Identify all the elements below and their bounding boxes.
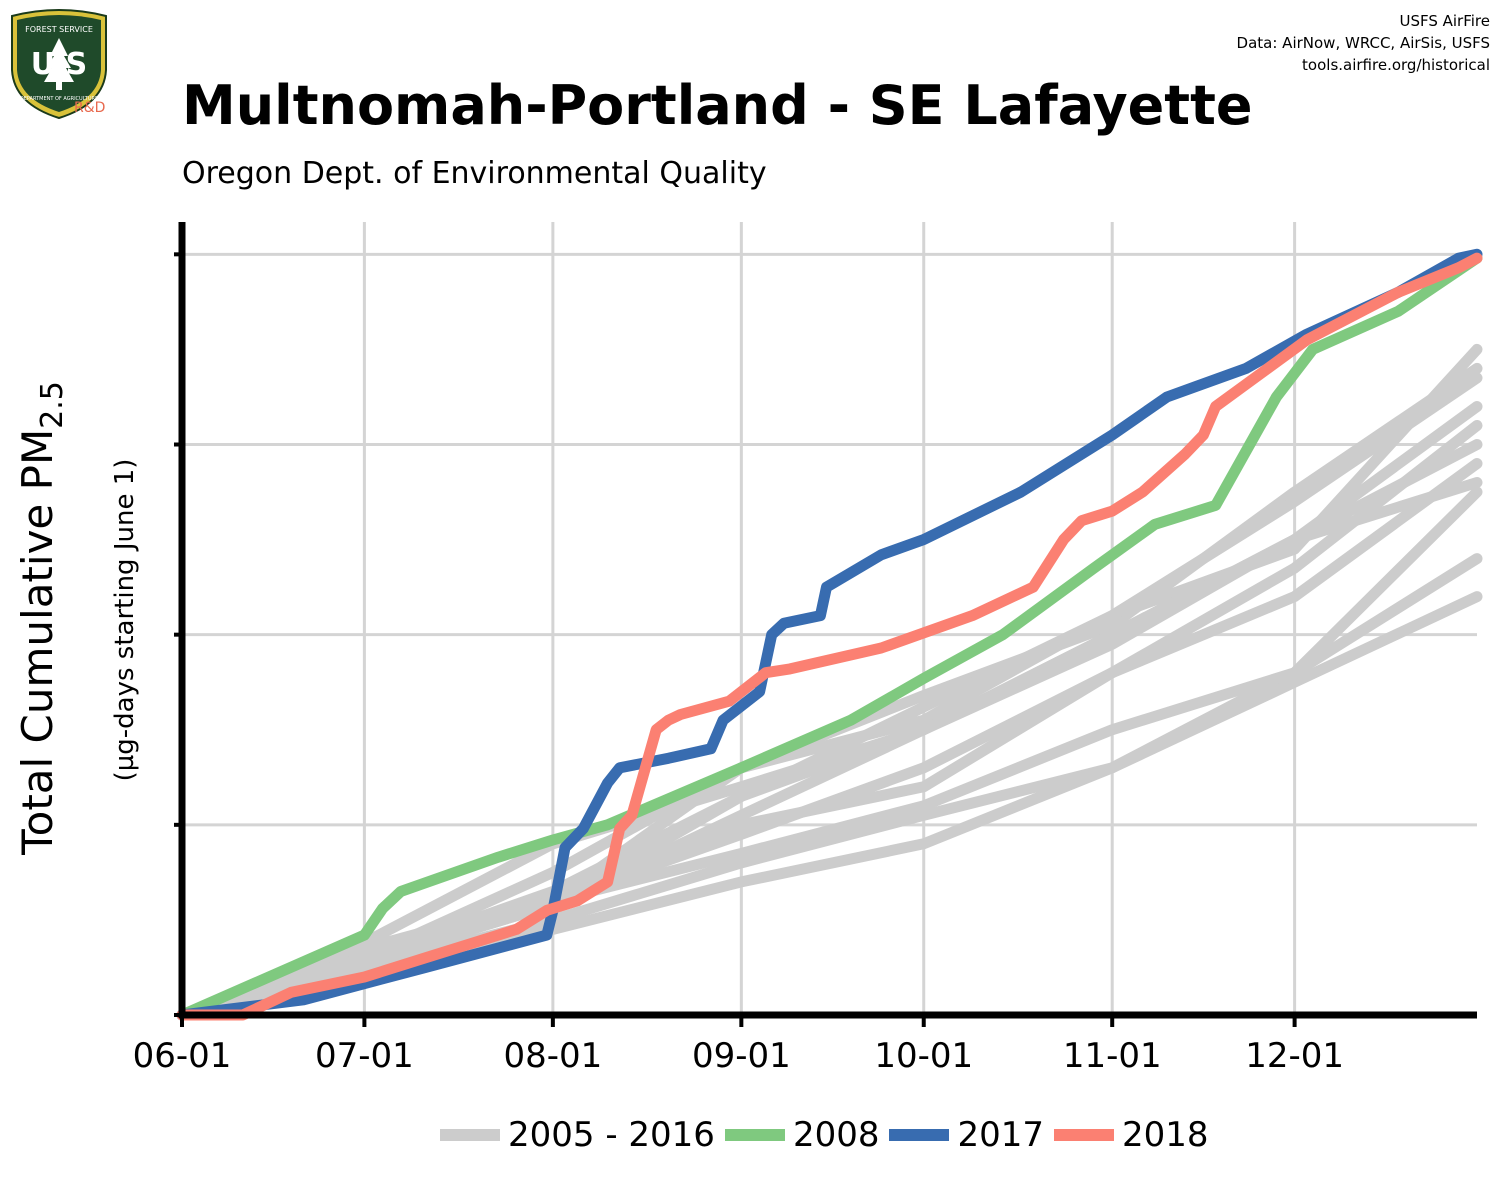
series-line-gray [176,486,1483,1021]
x-tick-label: 08-01 [503,1036,602,1076]
credit-line: tools.airfire.org/historical [1302,56,1490,74]
legend-swatch-blue [889,1129,950,1141]
y-axis-units: (µg-days starting June 1) [110,459,140,782]
legend-item: 2017 [889,1115,1044,1155]
legend: 2005 - 2016 2008 2017 2018 [440,1112,1209,1158]
usfs-shield-logo: FOREST SERVICE U S DEPARTMENT OF AGRICUL… [11,9,107,120]
chart-subtitle: Oregon Dept. of Environmental Quality [182,156,767,191]
legend-label: 2008 [792,1115,880,1155]
legend-label: 2017 [957,1115,1045,1155]
series-line-2018 [176,252,1483,1021]
chart-title: Multnomah-Portland - SE Lafayette [182,74,1253,137]
tree-icon [44,38,74,82]
logo-bottom-text: DEPARTMENT OF AGRICULTURE [20,96,98,102]
axis-layer: 06-01 07-01 08-01 09-01 10-01 11-01 12-01 [133,222,1477,1076]
legend-item: 2008 [724,1115,880,1155]
x-tick-label: 10-01 [874,1036,973,1076]
legend-label: 2018 [1122,1115,1209,1155]
legend-swatch-salmon [1054,1129,1115,1141]
x-tick-label: 11-01 [1063,1036,1162,1076]
series-layer [176,248,1483,1021]
y-axis-label: Total Cumulative PM2.5 [13,381,70,856]
rd-badge: R&D [74,100,106,116]
series-line-2017 [176,248,1483,1021]
grid-layer [182,222,1477,1015]
x-tick-label: 06-01 [133,1036,232,1076]
credits: USFS AirFire Data: AirNow, WRCC, AirSis,… [1237,10,1490,76]
legend-item: 2005 - 2016 [440,1115,715,1155]
legend-swatch-gray [440,1129,500,1141]
credit-line: Data: AirNow, WRCC, AirSis, USFS [1236,34,1490,52]
x-tick-label: 07-01 [315,1036,414,1076]
x-tick-label: 09-01 [692,1036,791,1076]
legend-swatch-green [724,1129,785,1141]
credit-line: USFS AirFire [1399,12,1490,30]
x-tick-label: 12-01 [1245,1036,1344,1076]
legend-label: 2005 - 2016 [508,1115,715,1155]
series-line-2008 [176,252,1483,1021]
series-line-gray [176,553,1483,1021]
logo-top-text: FOREST SERVICE [25,25,93,34]
legend-item: 2018 [1054,1115,1209,1155]
